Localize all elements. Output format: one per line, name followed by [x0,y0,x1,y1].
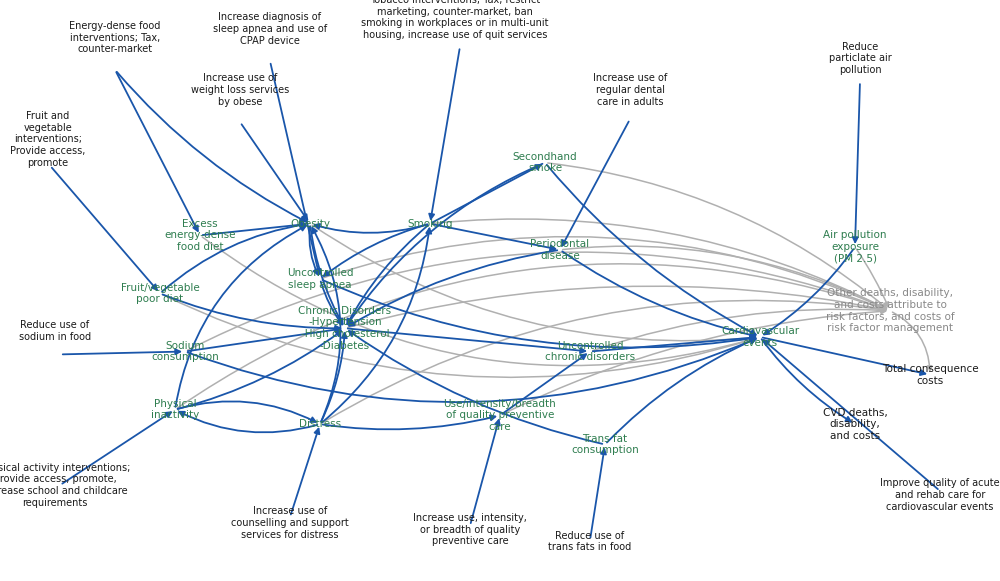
Text: Excess
energy-dense
food diet: Excess energy-dense food diet [164,218,236,252]
Text: Trans fat
consumption: Trans fat consumption [571,433,639,456]
Text: Total consequence
costs: Total consequence costs [882,364,978,386]
Text: Smoking: Smoking [407,218,453,229]
Text: Reduce
particlate air
pollution: Reduce particlate air pollution [829,41,891,75]
Text: Physical
inactivity: Physical inactivity [151,399,199,421]
Text: Sodium
consumption: Sodium consumption [151,340,219,363]
Text: Chronic Disorders
-Hypertension
-High cholesterol
-Diabetes: Chronic Disorders -Hypertension -High ch… [298,306,392,351]
Text: Energy-dense food
interventions; Tax,
counter-market: Energy-dense food interventions; Tax, co… [69,21,161,55]
Text: Tobacco interventions; Tax, restrict
marketing, counter-market, ban
smoking in w: Tobacco interventions; Tax, restrict mar… [361,0,549,40]
Text: Increase use of
regular dental
care in adults: Increase use of regular dental care in a… [593,73,667,107]
Text: Increase diagnosis of
sleep apnea and use of
CPAP device: Increase diagnosis of sleep apnea and us… [213,12,327,46]
Text: Secondhand
smoke: Secondhand smoke [513,152,577,174]
Text: Increase use of
counselling and support
services for distress: Increase use of counselling and support … [231,506,349,540]
Text: Reduce use of
trans fats in food: Reduce use of trans fats in food [548,530,632,553]
Text: Uncontrolled
sleep apnea: Uncontrolled sleep apnea [287,268,353,290]
Text: Fruit and
vegetable
interventions;
Provide access,
promote: Fruit and vegetable interventions; Provi… [10,111,86,168]
Text: Air pollution
exposure
(PM 2.5): Air pollution exposure (PM 2.5) [823,230,887,264]
Text: Obesity: Obesity [290,218,330,229]
Text: CVD deaths,
disability,
and costs: CVD deaths, disability, and costs [823,407,887,441]
Text: Physical activity interventions;
Provide access, promote,
increase school and ch: Physical activity interventions; Provide… [0,462,130,508]
Text: Periodontal
disease: Periodontal disease [530,239,590,261]
Text: Fruit/vegetable
poor diet: Fruit/vegetable poor diet [121,282,199,304]
Text: Use/intensity/breadth
of quality preventive
care: Use/intensity/breadth of quality prevent… [444,399,556,432]
Text: Distress: Distress [299,419,341,429]
Text: Increase use, intensity,
or breadth of quality
preventive care: Increase use, intensity, or breadth of q… [413,513,527,547]
Text: Increase use of
weight loss services
by obese: Increase use of weight loss services by … [191,73,289,107]
Text: Uncontrolled
chronic disorders: Uncontrolled chronic disorders [545,340,635,363]
Text: Improve quality of acute
and rehab care for
cardiovascular events: Improve quality of acute and rehab care … [880,478,1000,512]
Text: Cardiovascular
events: Cardiovascular events [721,326,799,348]
Text: Other deaths, disability,
and costs attribute to
risk factors, and costs of
risk: Other deaths, disability, and costs attr… [826,288,954,333]
Text: Reduce use of
sodium in food: Reduce use of sodium in food [19,320,91,342]
